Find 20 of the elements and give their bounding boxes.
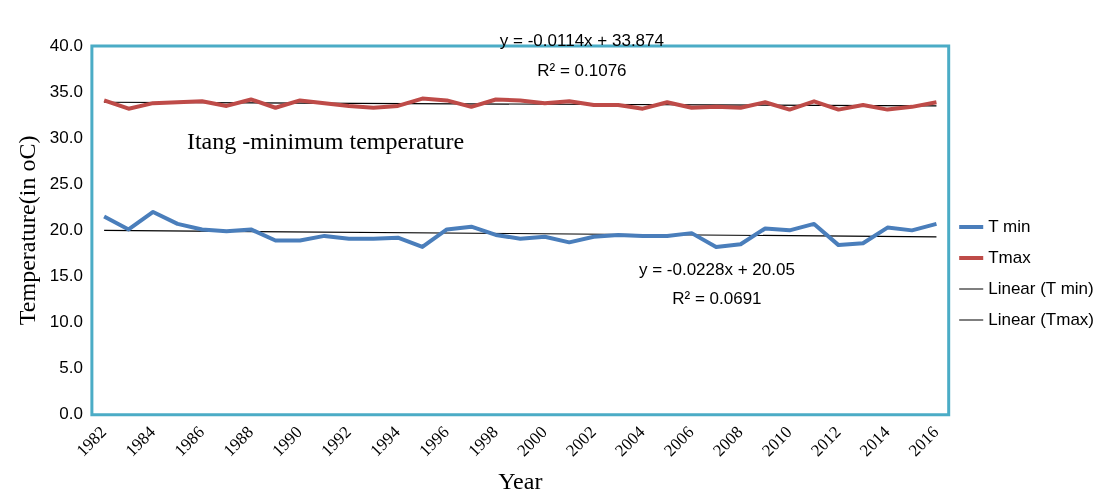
annotation: y = -0.0114x + 33.874 — [499, 30, 664, 50]
y-tick-label: 0.0 — [59, 404, 83, 424]
y-tick-label: 35.0 — [49, 81, 83, 101]
y-tick-label: 5.0 — [59, 358, 83, 378]
y-tick-label: 20.0 — [49, 220, 83, 240]
x-axis-title: Year — [498, 467, 543, 494]
y-tick-label: 10.0 — [49, 312, 83, 332]
y-tick-label: 40.0 — [49, 35, 83, 55]
legend-label: T min — [988, 216, 1031, 236]
annotation: R² = 0.1076 — [537, 60, 627, 80]
legend-label: Linear (Tmax) — [988, 309, 1095, 329]
y-tick-label: 15.0 — [49, 266, 83, 286]
annotation: y = -0.0228x + 20.05 — [638, 259, 795, 279]
y-axis-title: Temperature(in oC) — [13, 135, 40, 326]
y-tick-label: 30.0 — [49, 127, 83, 147]
y-tick-label: 25.0 — [49, 173, 83, 193]
text: Itang -minimum temperature — [186, 128, 465, 155]
annotation: R² = 0.0691 — [672, 288, 762, 308]
legend-label: Linear (T min) — [988, 278, 1094, 298]
legend-label: Tmax — [988, 247, 1032, 267]
